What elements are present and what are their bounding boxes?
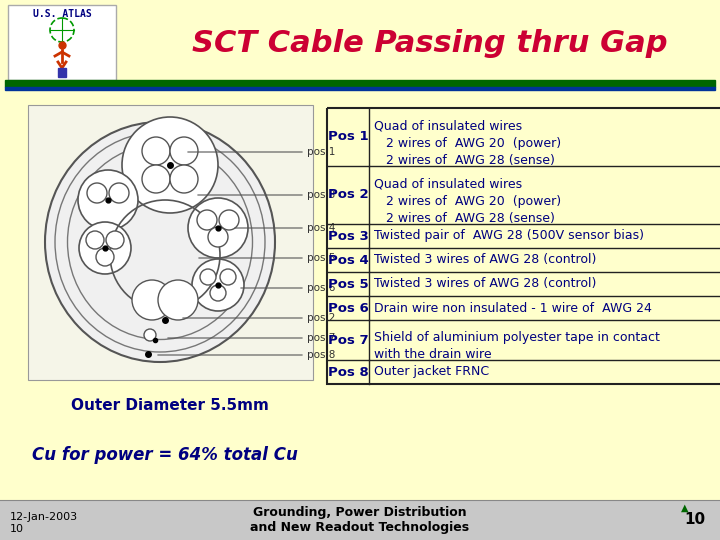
Text: 2 wires of  AWG 20  (power): 2 wires of AWG 20 (power) bbox=[374, 137, 561, 150]
Text: Pos 5: Pos 5 bbox=[328, 278, 369, 291]
Circle shape bbox=[208, 227, 228, 247]
Text: Grounding, Power Distribution
and New Readout Technologies: Grounding, Power Distribution and New Re… bbox=[251, 506, 469, 534]
Circle shape bbox=[170, 137, 198, 165]
Text: Outer Diameter 5.5mm: Outer Diameter 5.5mm bbox=[71, 397, 269, 413]
Text: Pos 6: Pos 6 bbox=[328, 301, 369, 314]
Circle shape bbox=[109, 183, 129, 203]
Bar bbox=[0, 500, 720, 540]
Circle shape bbox=[122, 117, 218, 213]
FancyBboxPatch shape bbox=[8, 5, 116, 80]
Circle shape bbox=[219, 210, 239, 230]
Text: Twisted 3 wires of AWG 28 (control): Twisted 3 wires of AWG 28 (control) bbox=[374, 278, 596, 291]
Text: Pos 3: Pos 3 bbox=[328, 230, 369, 242]
Text: pos 8: pos 8 bbox=[307, 350, 336, 360]
Text: 2 wires of  AWG 28 (sense): 2 wires of AWG 28 (sense) bbox=[374, 154, 555, 167]
Circle shape bbox=[79, 222, 131, 274]
Bar bbox=[5, 80, 715, 87]
Circle shape bbox=[210, 285, 226, 301]
Text: pos 3: pos 3 bbox=[307, 190, 336, 200]
Circle shape bbox=[144, 329, 156, 341]
Text: pos 2: pos 2 bbox=[307, 313, 336, 323]
Text: Pos 4: Pos 4 bbox=[328, 253, 369, 267]
Circle shape bbox=[96, 248, 114, 266]
Circle shape bbox=[142, 165, 170, 193]
Text: ▲: ▲ bbox=[681, 503, 689, 513]
Circle shape bbox=[78, 170, 138, 230]
Circle shape bbox=[142, 137, 170, 165]
Text: SCT Cable Passing thru Gap: SCT Cable Passing thru Gap bbox=[192, 29, 668, 57]
Text: pos 5: pos 5 bbox=[307, 253, 336, 263]
Text: Pos 1: Pos 1 bbox=[328, 131, 369, 144]
Bar bbox=[5, 87, 715, 90]
Text: 12-Jan-2003: 12-Jan-2003 bbox=[10, 512, 78, 522]
Text: pos 6: pos 6 bbox=[307, 283, 336, 293]
Text: Pos 2: Pos 2 bbox=[328, 188, 369, 201]
Circle shape bbox=[200, 269, 216, 285]
Circle shape bbox=[132, 280, 172, 320]
Circle shape bbox=[86, 231, 104, 249]
Bar bbox=[327, 108, 720, 384]
Circle shape bbox=[170, 165, 198, 193]
Text: pos 1: pos 1 bbox=[307, 147, 336, 157]
Text: 2 wires of  AWG 28 (sense): 2 wires of AWG 28 (sense) bbox=[374, 212, 555, 225]
Circle shape bbox=[220, 269, 236, 285]
Text: Twisted 3 wires of AWG 28 (control): Twisted 3 wires of AWG 28 (control) bbox=[374, 253, 596, 267]
Text: 2 wires of  AWG 20  (power): 2 wires of AWG 20 (power) bbox=[374, 194, 561, 207]
Text: Twisted pair of  AWG 28 (500V sensor bias): Twisted pair of AWG 28 (500V sensor bias… bbox=[374, 230, 644, 242]
Bar bbox=[58, 68, 66, 77]
Text: 10: 10 bbox=[10, 524, 24, 534]
Circle shape bbox=[192, 259, 244, 311]
Text: 10: 10 bbox=[684, 512, 705, 528]
Ellipse shape bbox=[45, 122, 275, 362]
Text: Drain wire non insulated - 1 wire of  AWG 24: Drain wire non insulated - 1 wire of AWG… bbox=[374, 301, 652, 314]
Text: Shield of aluminium polyester tape in contact: Shield of aluminium polyester tape in co… bbox=[374, 331, 660, 344]
Text: Cu for power = 64% total Cu: Cu for power = 64% total Cu bbox=[32, 446, 298, 464]
Circle shape bbox=[197, 210, 217, 230]
Text: Quad of insulated wires: Quad of insulated wires bbox=[374, 119, 522, 132]
Circle shape bbox=[87, 183, 107, 203]
Circle shape bbox=[158, 280, 198, 320]
Circle shape bbox=[188, 198, 248, 258]
Text: with the drain wire: with the drain wire bbox=[374, 348, 492, 361]
Text: Quad of insulated wires: Quad of insulated wires bbox=[374, 177, 522, 190]
Text: U.S. ATLAS: U.S. ATLAS bbox=[32, 9, 91, 19]
Text: Pos 7: Pos 7 bbox=[328, 334, 369, 347]
Text: Pos 8: Pos 8 bbox=[328, 366, 369, 379]
Circle shape bbox=[106, 231, 124, 249]
Text: pos 4: pos 4 bbox=[307, 223, 336, 233]
Text: pos 7: pos 7 bbox=[307, 333, 336, 343]
Bar bbox=[28, 105, 313, 380]
Text: Outer jacket FRNC: Outer jacket FRNC bbox=[374, 366, 489, 379]
